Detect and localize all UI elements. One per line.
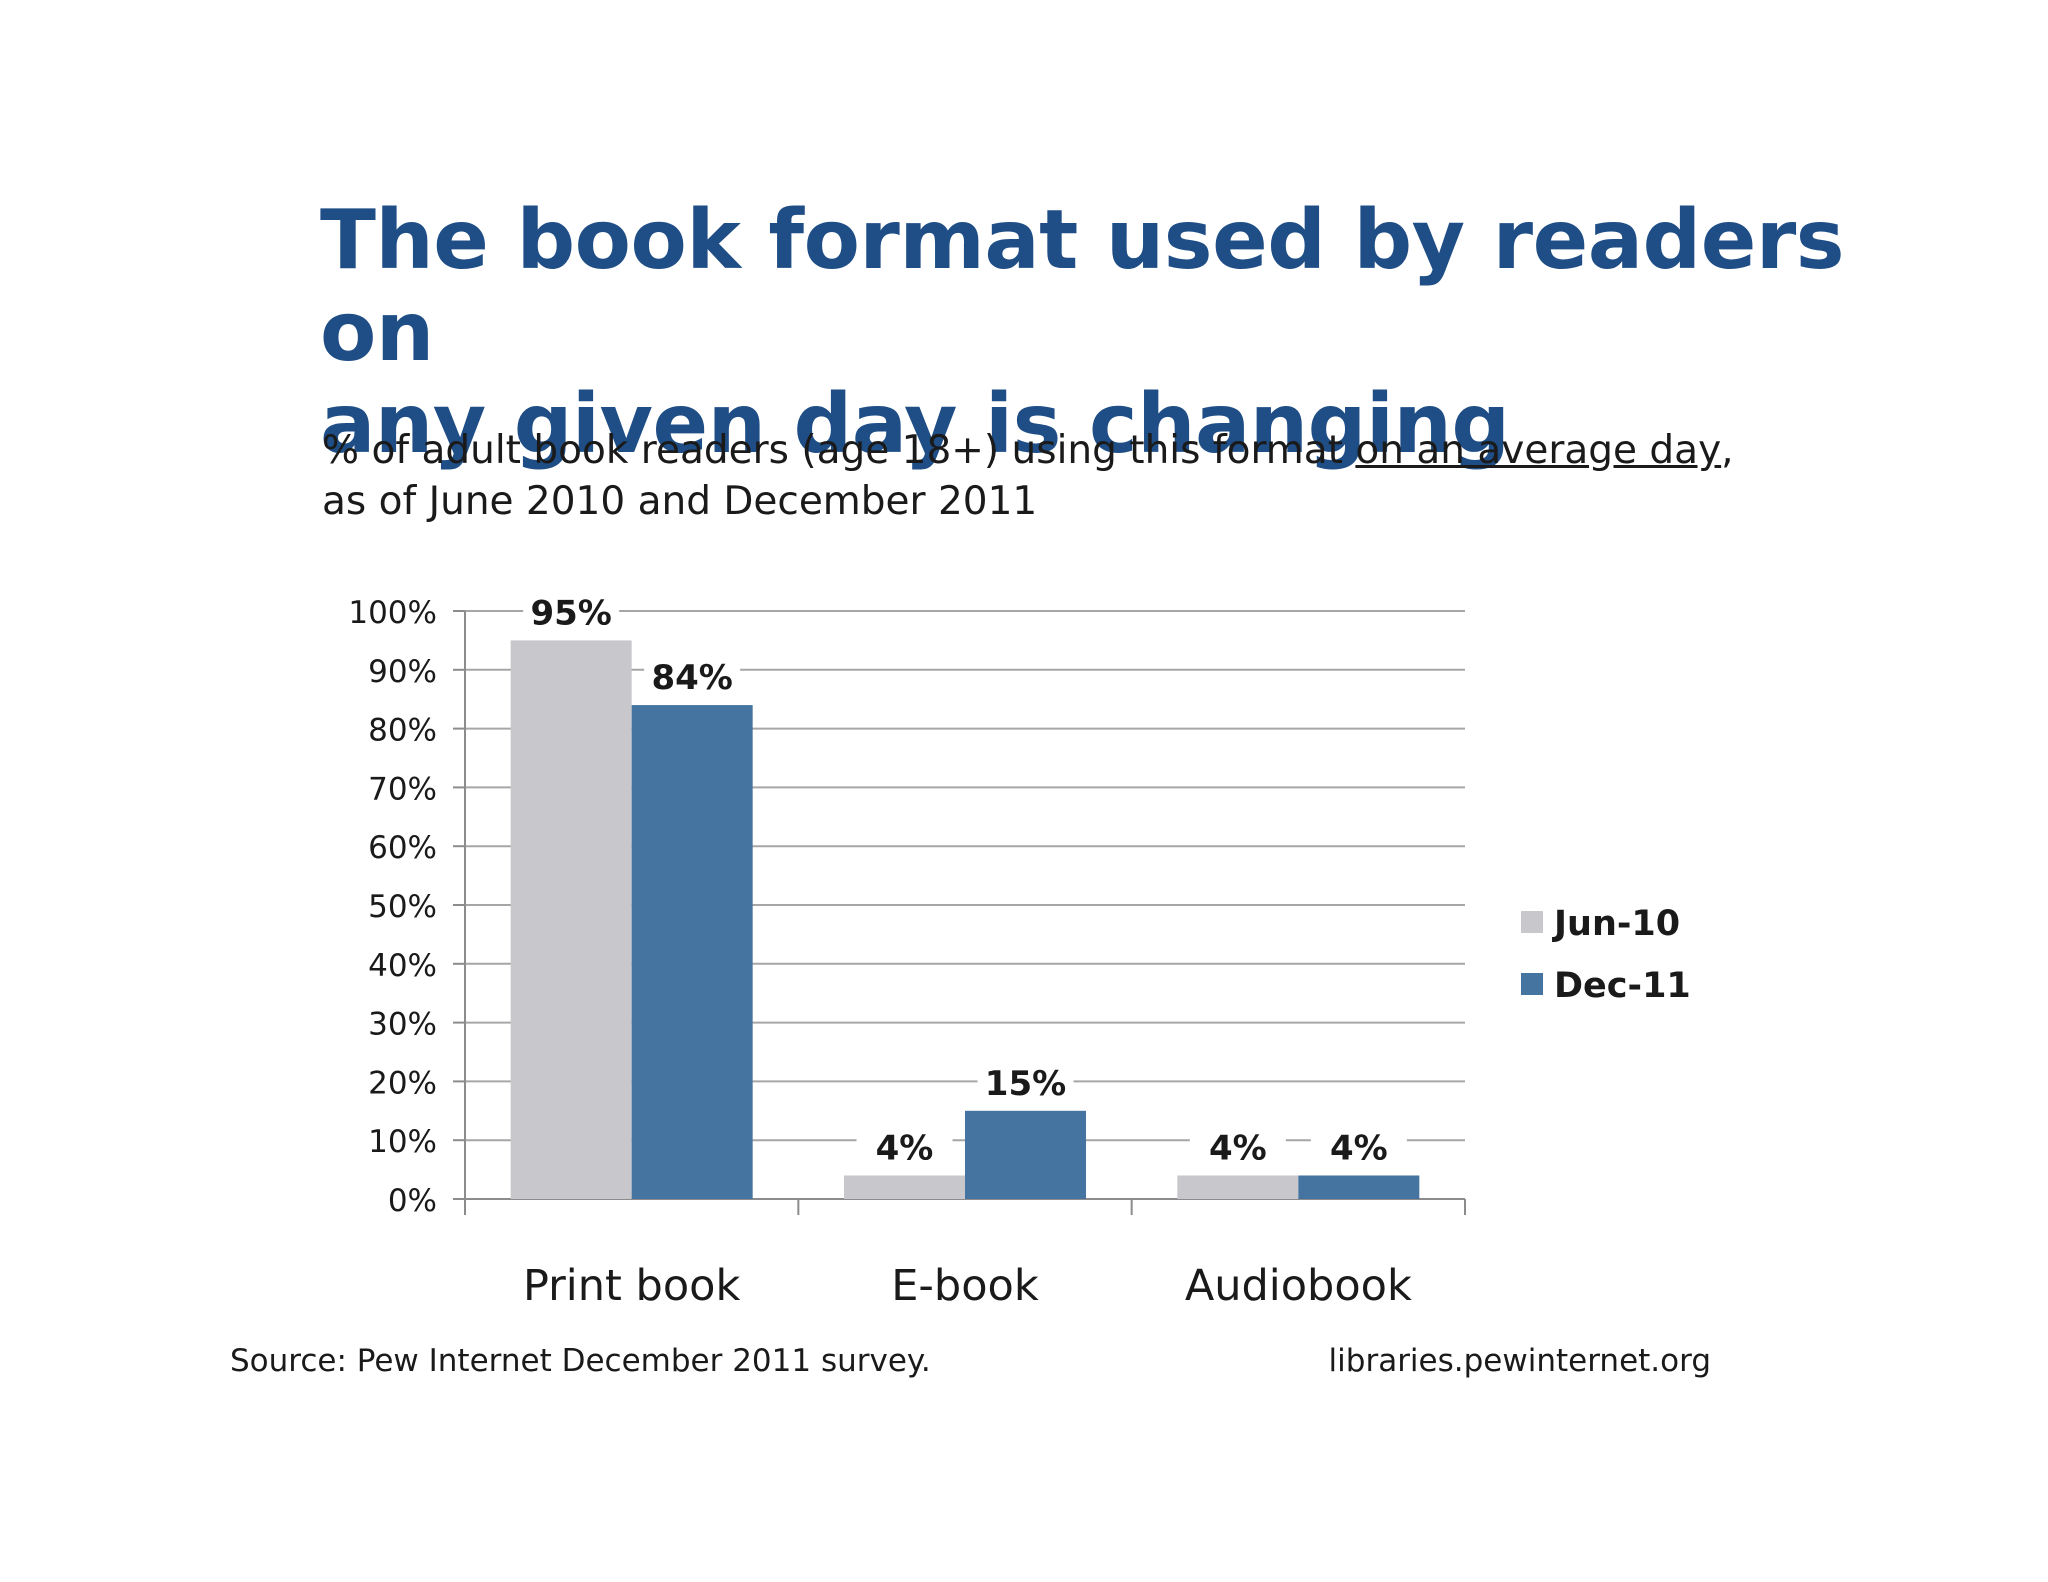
data-label-background — [1189, 1125, 1286, 1168]
y-tick-label: 100% — [348, 595, 437, 631]
data-label: 4% — [876, 1128, 934, 1168]
data-label: 4% — [1209, 1128, 1267, 1168]
legend-entry-label: Jun-10 — [1552, 904, 1680, 944]
y-tick-label: 90% — [368, 654, 437, 690]
bar-dec-11-audiobook — [1298, 1175, 1420, 1199]
data-label: 84% — [651, 658, 732, 698]
data-label-background — [856, 1125, 953, 1168]
chart-title: The book format used by readers on any g… — [320, 195, 1880, 471]
y-tick-label: 10% — [368, 1124, 437, 1160]
data-label-background — [644, 655, 741, 698]
category-label: E-book — [891, 1261, 1039, 1311]
subtitle-line-1: % of adult book readers (age 18+) using … — [322, 425, 1822, 476]
chart-subtitle: % of adult book readers (age 18+) using … — [322, 425, 1822, 527]
y-tick-label: 60% — [368, 830, 437, 866]
bar-dec-11-e-book — [965, 1110, 1086, 1199]
data-label-background — [1310, 1125, 1407, 1168]
legend-entry-label: Dec-11 — [1554, 966, 1691, 1006]
chart-title-line-1: The book format used by readers on — [320, 193, 1845, 380]
data-label: 4% — [1330, 1128, 1388, 1168]
y-tick-label: 30% — [368, 1007, 437, 1043]
y-tick-label: 50% — [368, 889, 437, 925]
source-note: Source: Pew Internet December 2011 surve… — [230, 1343, 931, 1379]
y-tick-label: 70% — [368, 771, 437, 807]
bar-jun-10-audiobook — [1177, 1175, 1299, 1199]
subtitle-underlined-text: on an average day — [1355, 428, 1722, 473]
data-label: 15% — [985, 1064, 1066, 1104]
legend-swatch — [1521, 911, 1543, 933]
category-label: Audiobook — [1185, 1261, 1412, 1311]
legend-swatch — [1521, 973, 1543, 995]
subtitle-line-2: as of June 2010 and December 2011 — [322, 479, 1038, 524]
data-label-background — [977, 1060, 1074, 1103]
y-tick-label: 20% — [368, 1065, 437, 1101]
data-label-background — [523, 590, 620, 633]
data-label: 95% — [530, 593, 611, 633]
bar-jun-10-e-book — [844, 1175, 965, 1199]
site-url: libraries.pewinternet.org — [1328, 1343, 1711, 1379]
y-tick-label: 0% — [388, 1183, 437, 1219]
chart-title-line-2: any given day is changing — [320, 377, 1510, 472]
y-tick-label: 40% — [368, 948, 437, 984]
subtitle-text: % of adult book readers (age 18+) using … — [322, 428, 1356, 473]
bar-dec-11-print-book — [631, 705, 753, 1199]
category-label: Print book — [523, 1261, 740, 1311]
bar-jun-10-print-book — [510, 640, 632, 1199]
subtitle-comma: , — [1721, 428, 1734, 473]
y-tick-label: 80% — [368, 713, 437, 749]
